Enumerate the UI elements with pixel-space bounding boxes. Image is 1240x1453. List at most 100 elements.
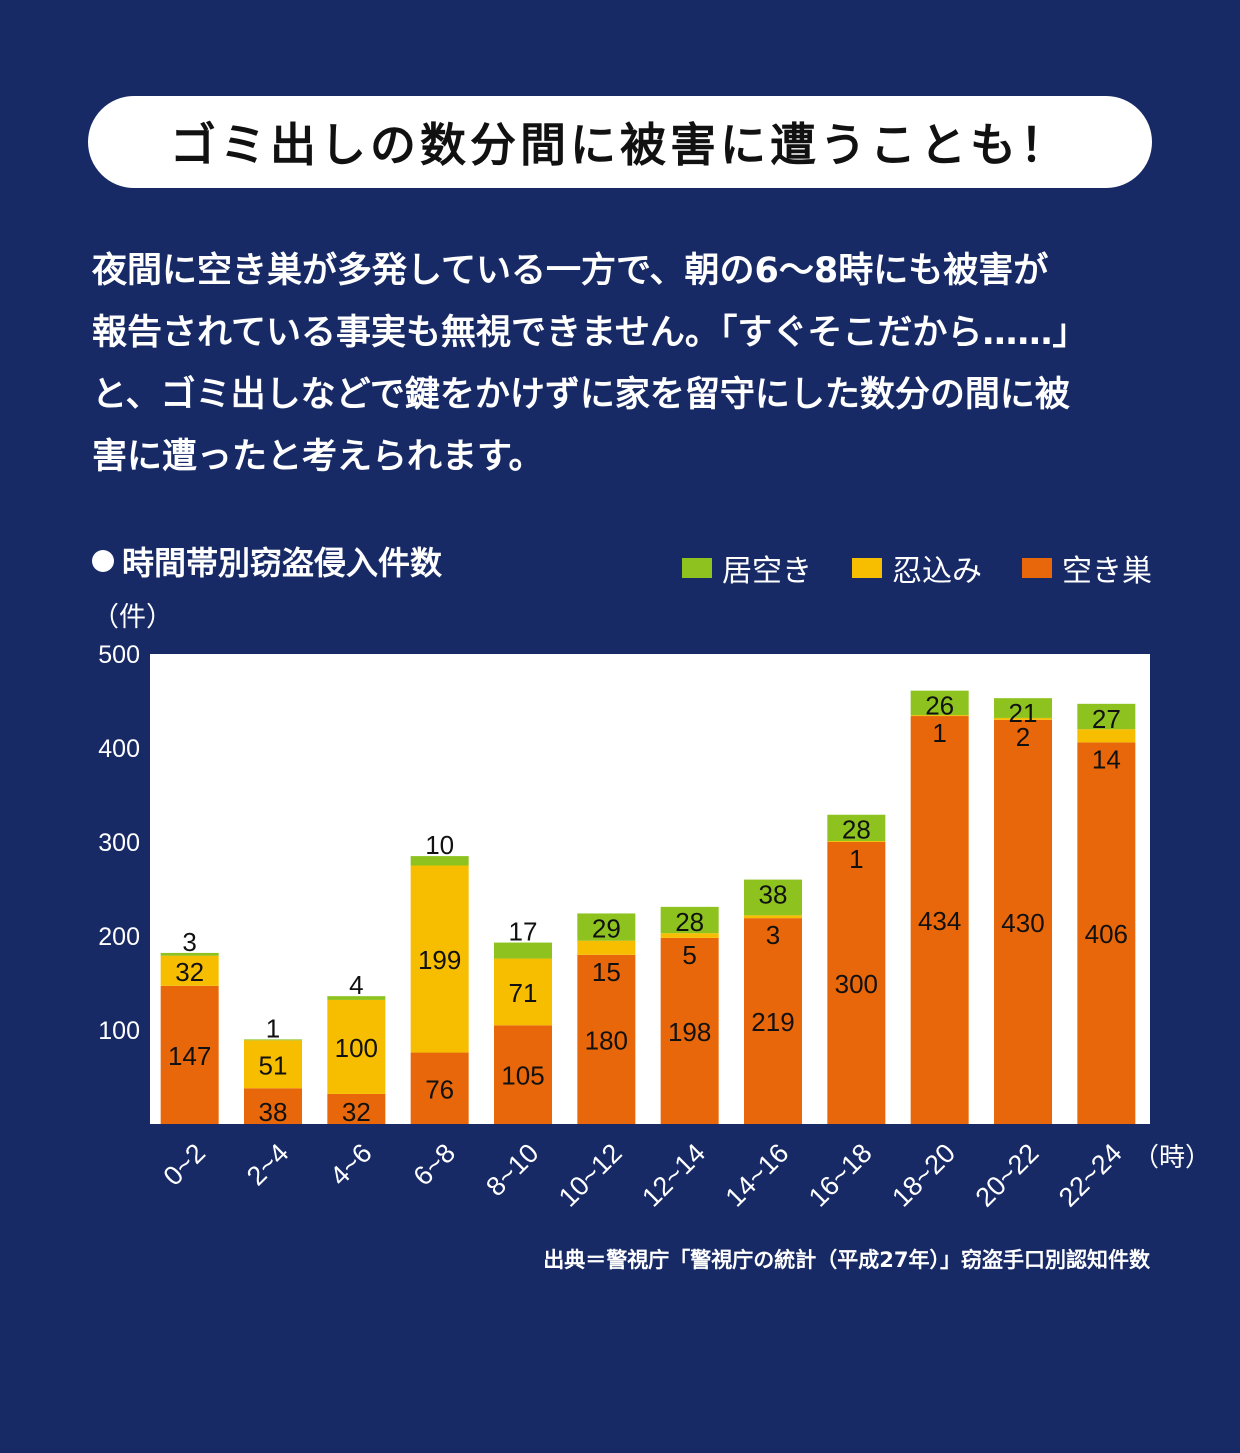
bar-segment <box>1077 742 1136 1124</box>
x-tick-label: 2~4 <box>241 1138 295 1192</box>
bar-segment <box>827 842 886 1124</box>
x-tick-label: 10~12 <box>553 1138 628 1213</box>
bar-segment <box>744 915 802 919</box>
legend-swatch-akisu <box>1022 558 1052 578</box>
data-label: 76 <box>425 1074 454 1104</box>
bar-segment <box>994 719 1052 1124</box>
data-label: 71 <box>509 978 538 1008</box>
bar-segment <box>494 942 552 959</box>
bar-segment <box>577 954 636 1124</box>
data-label: 21 <box>1009 698 1038 728</box>
y-tick-label: 300 <box>98 829 140 857</box>
y-tick-label: 100 <box>98 1017 140 1045</box>
data-label: 27 <box>1092 704 1121 734</box>
data-label: 29 <box>592 913 621 943</box>
data-label: 406 <box>1085 919 1128 949</box>
chart-legend: 居空き 忍込み 空き巣 <box>682 546 1152 590</box>
x-tick-label: 22~24 <box>1053 1138 1128 1213</box>
chart-title: 時間帯別窃盗侵入件数 <box>92 538 442 584</box>
legend-label: 居空き <box>722 554 812 589</box>
bar-segment <box>160 952 219 956</box>
y-axis-unit: （件） <box>92 602 173 633</box>
data-label: 10 <box>425 830 454 860</box>
bar-segment <box>1077 729 1136 743</box>
paragraph-line: 害に遭ったと考えられます。 <box>92 437 544 477</box>
x-axis-unit: （時） <box>1133 1143 1211 1173</box>
bar-segment <box>160 955 219 986</box>
x-tick-label: 16~18 <box>803 1138 878 1213</box>
data-label: 15 <box>592 957 621 987</box>
data-label: 180 <box>585 1025 628 1055</box>
data-label: 199 <box>418 945 461 975</box>
legend-item-akisu: 空き巣 <box>1022 546 1152 590</box>
bar-segment <box>744 879 802 916</box>
headline-banner: ゴミ出しの数分間に被害に遭うことも！ <box>88 96 1152 188</box>
bar-segment <box>160 985 219 1124</box>
data-label: 430 <box>1001 908 1044 938</box>
paragraph-line: と、ゴミ出しなどで鍵をかけずに家を留守にした数分の間に被 <box>92 375 1070 415</box>
chart-title-text: 時間帯別窃盗侵入件数 <box>122 544 443 582</box>
paragraph-line: 報告されている事実も無視できません。「すぐそこだから……」 <box>92 313 1088 353</box>
plot-area <box>150 654 1150 1124</box>
bullet-icon <box>92 550 114 572</box>
data-label: 28 <box>842 815 871 845</box>
legend-swatch-isuaki <box>682 558 712 578</box>
bar-segment <box>577 913 636 941</box>
bar-segment <box>410 1052 469 1124</box>
data-label: 38 <box>759 880 788 910</box>
x-tick-label: 14~16 <box>720 1138 795 1213</box>
data-label: 198 <box>668 1017 711 1047</box>
bar-segment <box>244 1088 302 1124</box>
y-tick-label: 400 <box>98 735 140 763</box>
data-label: 3 <box>182 927 196 957</box>
x-tick-label: 8~10 <box>480 1138 544 1202</box>
data-label: 17 <box>509 917 538 947</box>
bar-segment <box>910 715 969 717</box>
y-tick-label: 200 <box>98 923 140 951</box>
y-tick-label: 500 <box>98 641 140 669</box>
data-label: 219 <box>751 1007 794 1037</box>
bar-segment <box>660 937 719 1124</box>
bar-segment <box>744 918 802 1124</box>
bar-segment <box>577 940 636 955</box>
bar-segment <box>910 690 969 716</box>
data-label: 14 <box>1092 744 1121 774</box>
data-label: 32 <box>342 1097 371 1127</box>
bar-segment <box>660 906 719 934</box>
bar-segment <box>327 999 386 1094</box>
bar-segment <box>494 1025 552 1124</box>
body-paragraph: 夜間に空き巣が多発している一方で、朝の6～8時にも被害が 報告されている事実も無… <box>92 240 1162 488</box>
data-label: 434 <box>918 906 961 936</box>
legend-item-shinobikomi: 忍込み <box>852 546 982 590</box>
data-label: 1 <box>849 844 863 874</box>
bar-segment <box>494 958 552 1026</box>
x-tick-label: 20~22 <box>970 1138 1045 1213</box>
bar-segment <box>827 841 886 842</box>
bar-segment <box>1077 703 1136 730</box>
data-label: 32 <box>175 957 204 987</box>
legend-label: 忍込み <box>892 554 982 589</box>
data-label: 4 <box>349 970 363 1000</box>
bar-segment <box>910 716 969 1124</box>
data-label: 38 <box>259 1097 288 1127</box>
bar-segment <box>410 865 469 1053</box>
bar-segment <box>327 996 386 1000</box>
data-label: 5 <box>682 940 696 970</box>
headline: ゴミ出しの数分間に被害に遭うことも！ <box>170 118 1070 172</box>
bar-segment <box>994 698 1052 718</box>
data-label: 28 <box>675 907 704 937</box>
data-label: 100 <box>335 1033 378 1063</box>
source-note: 出典＝警視庁「警視庁の統計（平成27年）」窃盗手口別認知件数 <box>543 1248 1150 1272</box>
bar-segment <box>327 1093 386 1124</box>
data-label: 1 <box>932 718 946 748</box>
bar-segment <box>244 1040 302 1089</box>
data-label: 300 <box>835 969 878 999</box>
data-label: 1 <box>266 1013 280 1043</box>
bar-segment <box>410 856 469 866</box>
data-label: 3 <box>766 920 780 950</box>
legend-item-isuaki: 居空き <box>682 546 812 590</box>
data-label: 105 <box>501 1061 544 1091</box>
legend-label: 空き巣 <box>1062 554 1152 589</box>
bar-segment <box>827 814 886 842</box>
